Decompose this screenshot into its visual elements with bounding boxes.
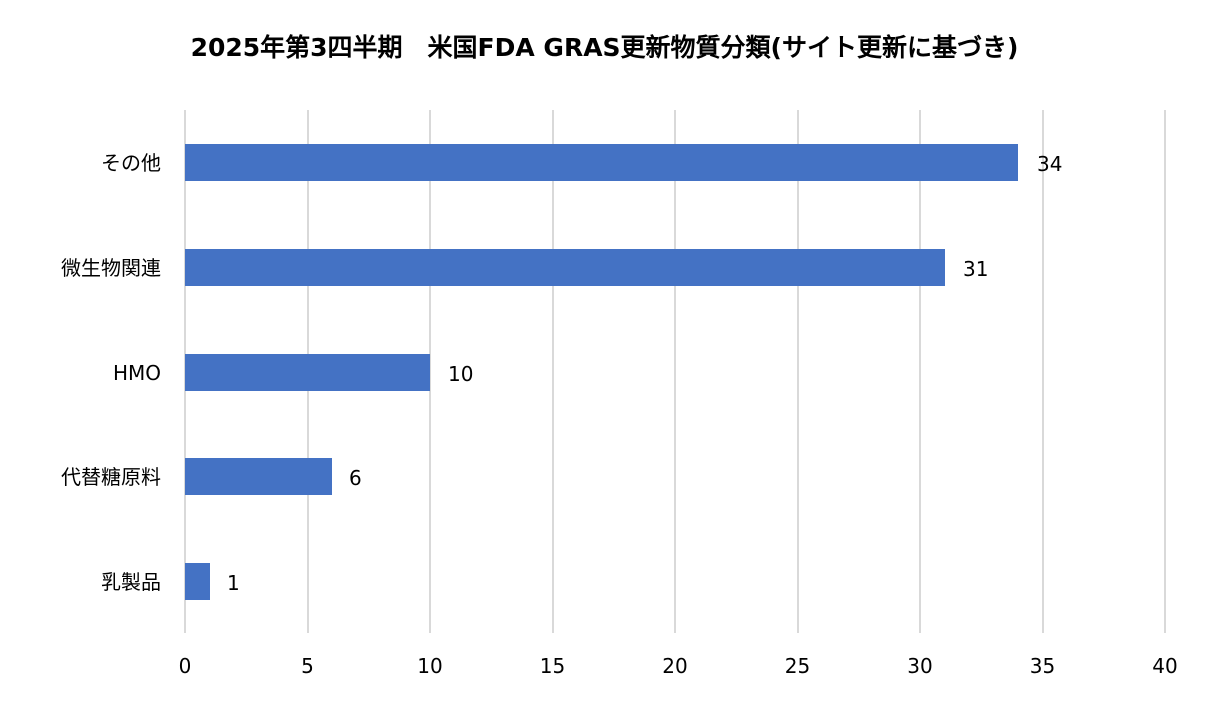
plot-area: 34 31 10 6 1 <box>184 110 1166 633</box>
gridline-40 <box>1164 110 1166 633</box>
gridline-15 <box>551 110 554 633</box>
data-label: 34 <box>1037 152 1063 176</box>
gridline-10 <box>429 110 431 633</box>
x-tick: 20 <box>662 654 688 678</box>
category-label: 代替糖原料 <box>61 465 161 489</box>
x-tick: 35 <box>1029 654 1056 678</box>
bar-other <box>185 144 1018 181</box>
category-label: その他 <box>101 151 161 175</box>
x-tick: 30 <box>907 654 933 678</box>
x-tick: 10 <box>417 654 443 678</box>
bar-hmo <box>185 354 430 391</box>
x-tick: 0 <box>178 654 192 678</box>
bar-microbial <box>185 249 945 286</box>
gridline-30 <box>919 110 921 633</box>
gridline-25 <box>796 110 799 633</box>
gridline-20 <box>674 110 676 633</box>
x-tick: 5 <box>301 654 314 678</box>
x-tick: 15 <box>539 654 566 678</box>
x-tick: 25 <box>784 654 811 678</box>
category-label: HMO <box>112 361 161 385</box>
bar-sweetener <box>185 458 332 495</box>
bar-dairy <box>185 563 210 600</box>
data-label: 10 <box>448 362 474 386</box>
data-label: 6 <box>349 466 362 490</box>
category-label: 乳製品 <box>101 570 161 594</box>
data-label: 1 <box>227 571 240 595</box>
chart-title: 2025年第3四半期 米国FDA GRAS更新物質分類(サイト更新に基づき) <box>190 33 1019 62</box>
data-label: 31 <box>963 257 989 281</box>
category-label: 微生物関連 <box>61 256 161 280</box>
x-tick: 40 <box>1152 654 1178 678</box>
gridline-35 <box>1041 110 1044 633</box>
